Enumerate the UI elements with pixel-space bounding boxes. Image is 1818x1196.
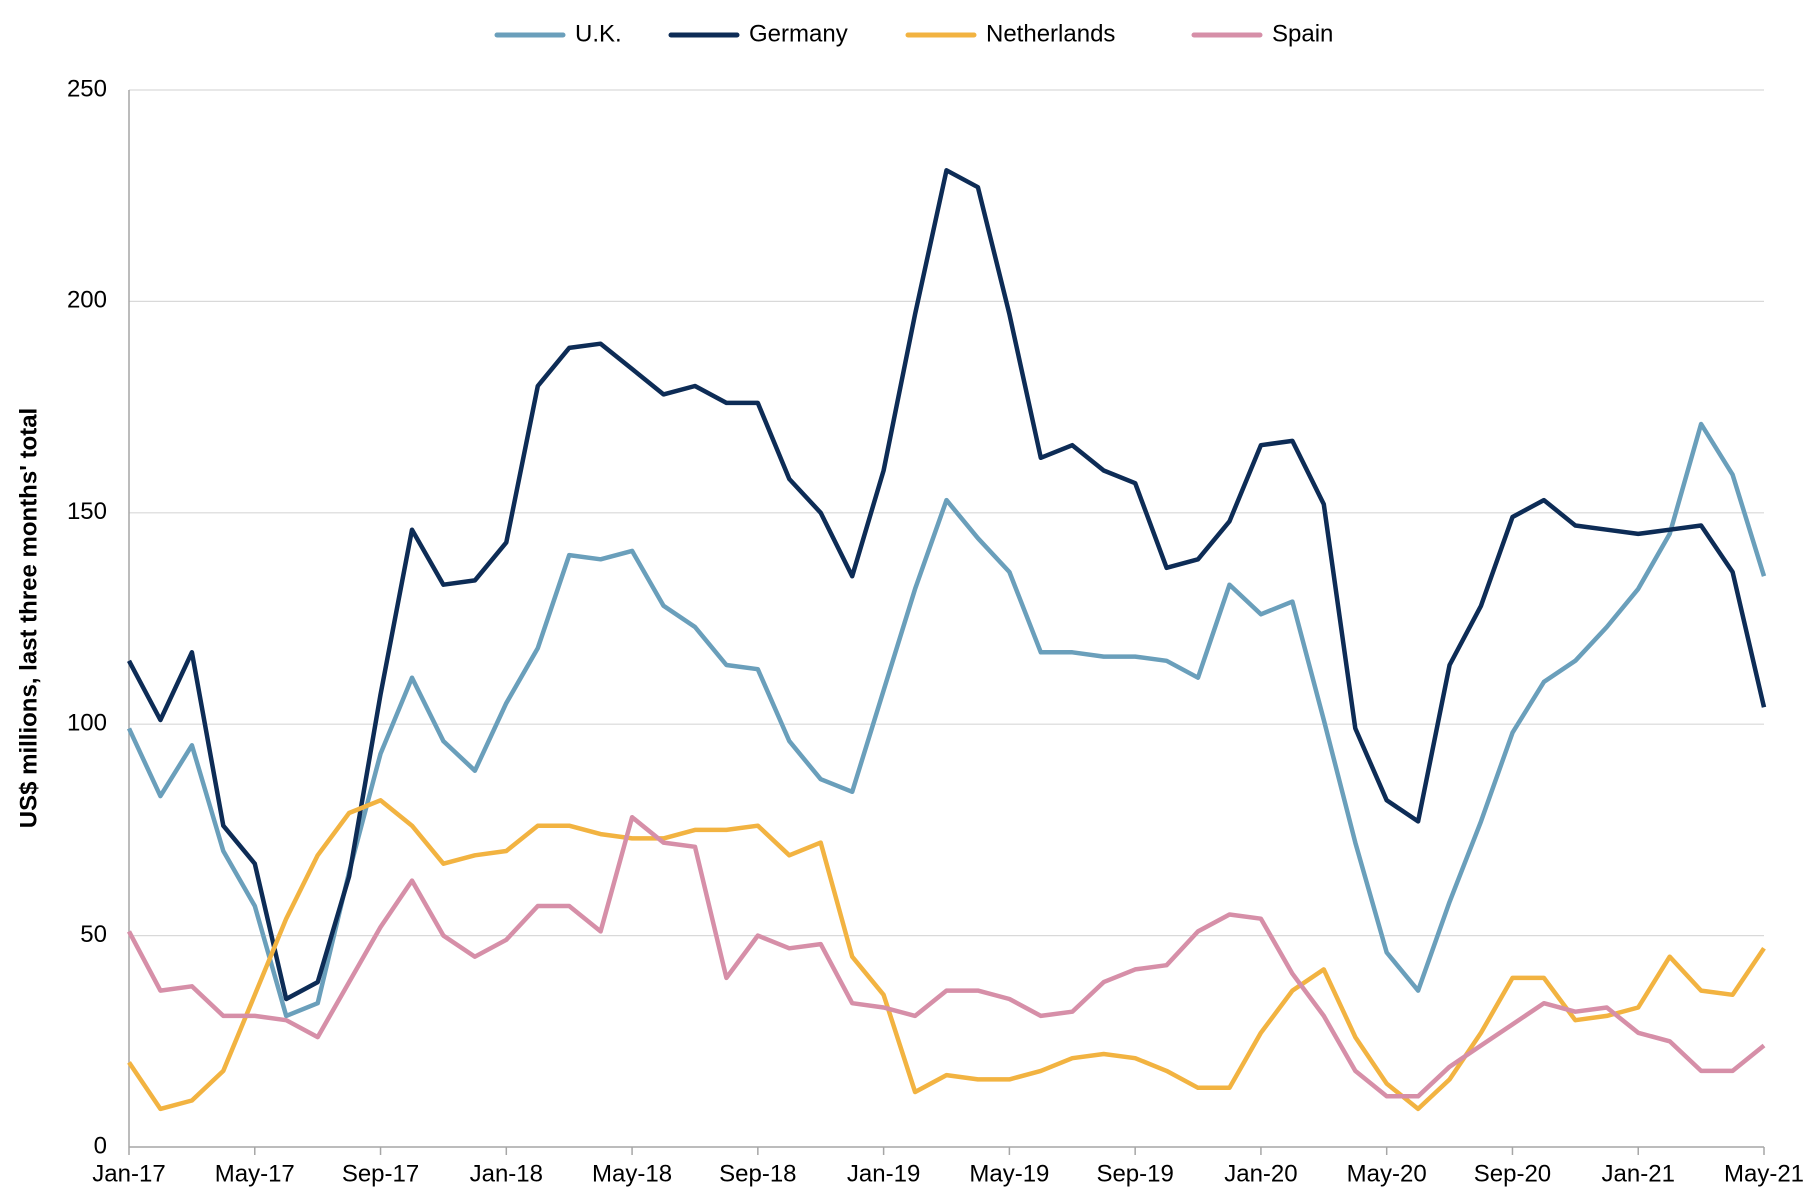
- legend-label: Spain: [1272, 20, 1333, 47]
- legend-label: Netherlands: [986, 20, 1115, 47]
- x-tick-label: May-17: [215, 1160, 295, 1187]
- series-line: [126, 421, 1767, 1019]
- x-tick-label: Sep-20: [1474, 1160, 1551, 1187]
- x-tick-label: Sep-19: [1096, 1160, 1173, 1187]
- x-tick-label: Jan-21: [1602, 1160, 1675, 1187]
- x-tick-label: May-18: [592, 1160, 672, 1187]
- series-line: [127, 814, 1766, 1099]
- x-tick-label: Sep-17: [342, 1160, 419, 1187]
- legend-label: U.K.: [575, 20, 622, 47]
- x-tick-label: Jan-19: [847, 1160, 920, 1187]
- y-tick-label: 0: [94, 1132, 107, 1159]
- x-tick-label: May-21: [1724, 1160, 1804, 1187]
- x-tick-label: Jan-20: [1224, 1160, 1297, 1187]
- x-tick-label: May-19: [969, 1160, 1049, 1187]
- series-line: [127, 798, 1766, 1112]
- y-tick-label: 250: [67, 75, 107, 102]
- y-tick-label: 200: [67, 287, 107, 314]
- legend-label: Germany: [749, 20, 848, 47]
- x-tick-label: Jan-18: [470, 1160, 543, 1187]
- y-tick-label: 100: [67, 710, 107, 737]
- y-axis-label: US$ millions, last three months' total: [15, 408, 42, 828]
- x-tick-label: Sep-18: [719, 1160, 796, 1187]
- y-tick-label: 50: [80, 921, 107, 948]
- x-tick-label: Jan-17: [92, 1160, 165, 1187]
- x-tick-label: May-20: [1347, 1160, 1427, 1187]
- series-line: [127, 168, 1767, 1002]
- y-tick-label: 150: [67, 498, 107, 525]
